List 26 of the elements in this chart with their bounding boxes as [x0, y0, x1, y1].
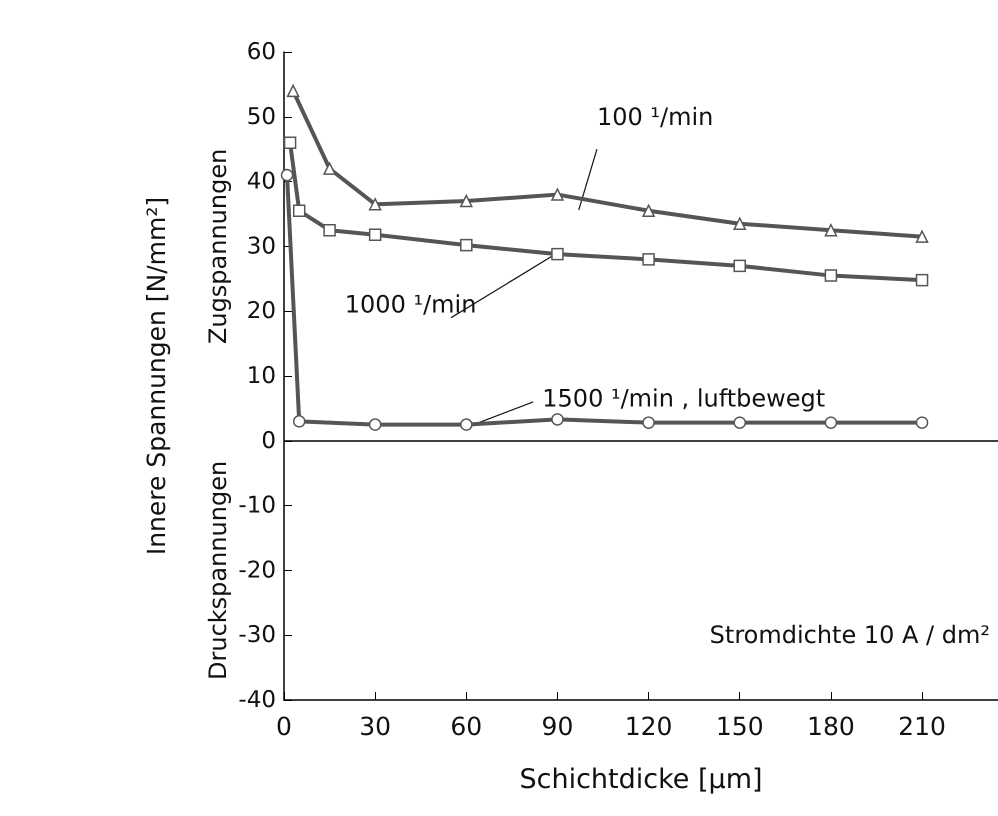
series-label: 1500 ¹/min , luftbewegt: [542, 384, 826, 413]
x-tick-label: 30: [359, 712, 392, 741]
x-tick-label: 120: [624, 712, 672, 741]
x-tick-label: 180: [807, 712, 855, 741]
y-tick-label: 0: [261, 428, 276, 454]
y-tick-label: 30: [246, 233, 276, 260]
y-axis-title: Innere Spannungen [N/mm²]: [142, 196, 171, 556]
y-tick-label: -40: [238, 687, 276, 713]
y-tick-label: 40: [246, 168, 276, 195]
y-tick-label: 50: [246, 104, 276, 130]
x-tick-label: 60: [450, 712, 482, 741]
y-tick-label: -10: [238, 492, 276, 519]
x-tick-label: 90: [542, 712, 574, 741]
text: 100 ¹/min: [596, 102, 714, 131]
x-tick-label: 210: [898, 712, 946, 741]
series-label: 1000 ¹/min: [344, 290, 476, 319]
y-tick-label: 60: [246, 39, 276, 65]
y-tick-label: -20: [238, 557, 276, 584]
annotation: Stromdichte 10 A / dm²: [710, 621, 990, 650]
x-tick-label: 150: [716, 712, 764, 741]
y-tick-label: 20: [246, 298, 276, 324]
text: Druckspannungen: [204, 460, 232, 680]
text: Zugspannungen: [204, 148, 232, 344]
y-tick-label: 10: [246, 363, 276, 389]
y-tick-label: -30: [238, 622, 276, 648]
x-axis-title: Schichtdicke [µm]: [519, 764, 763, 795]
